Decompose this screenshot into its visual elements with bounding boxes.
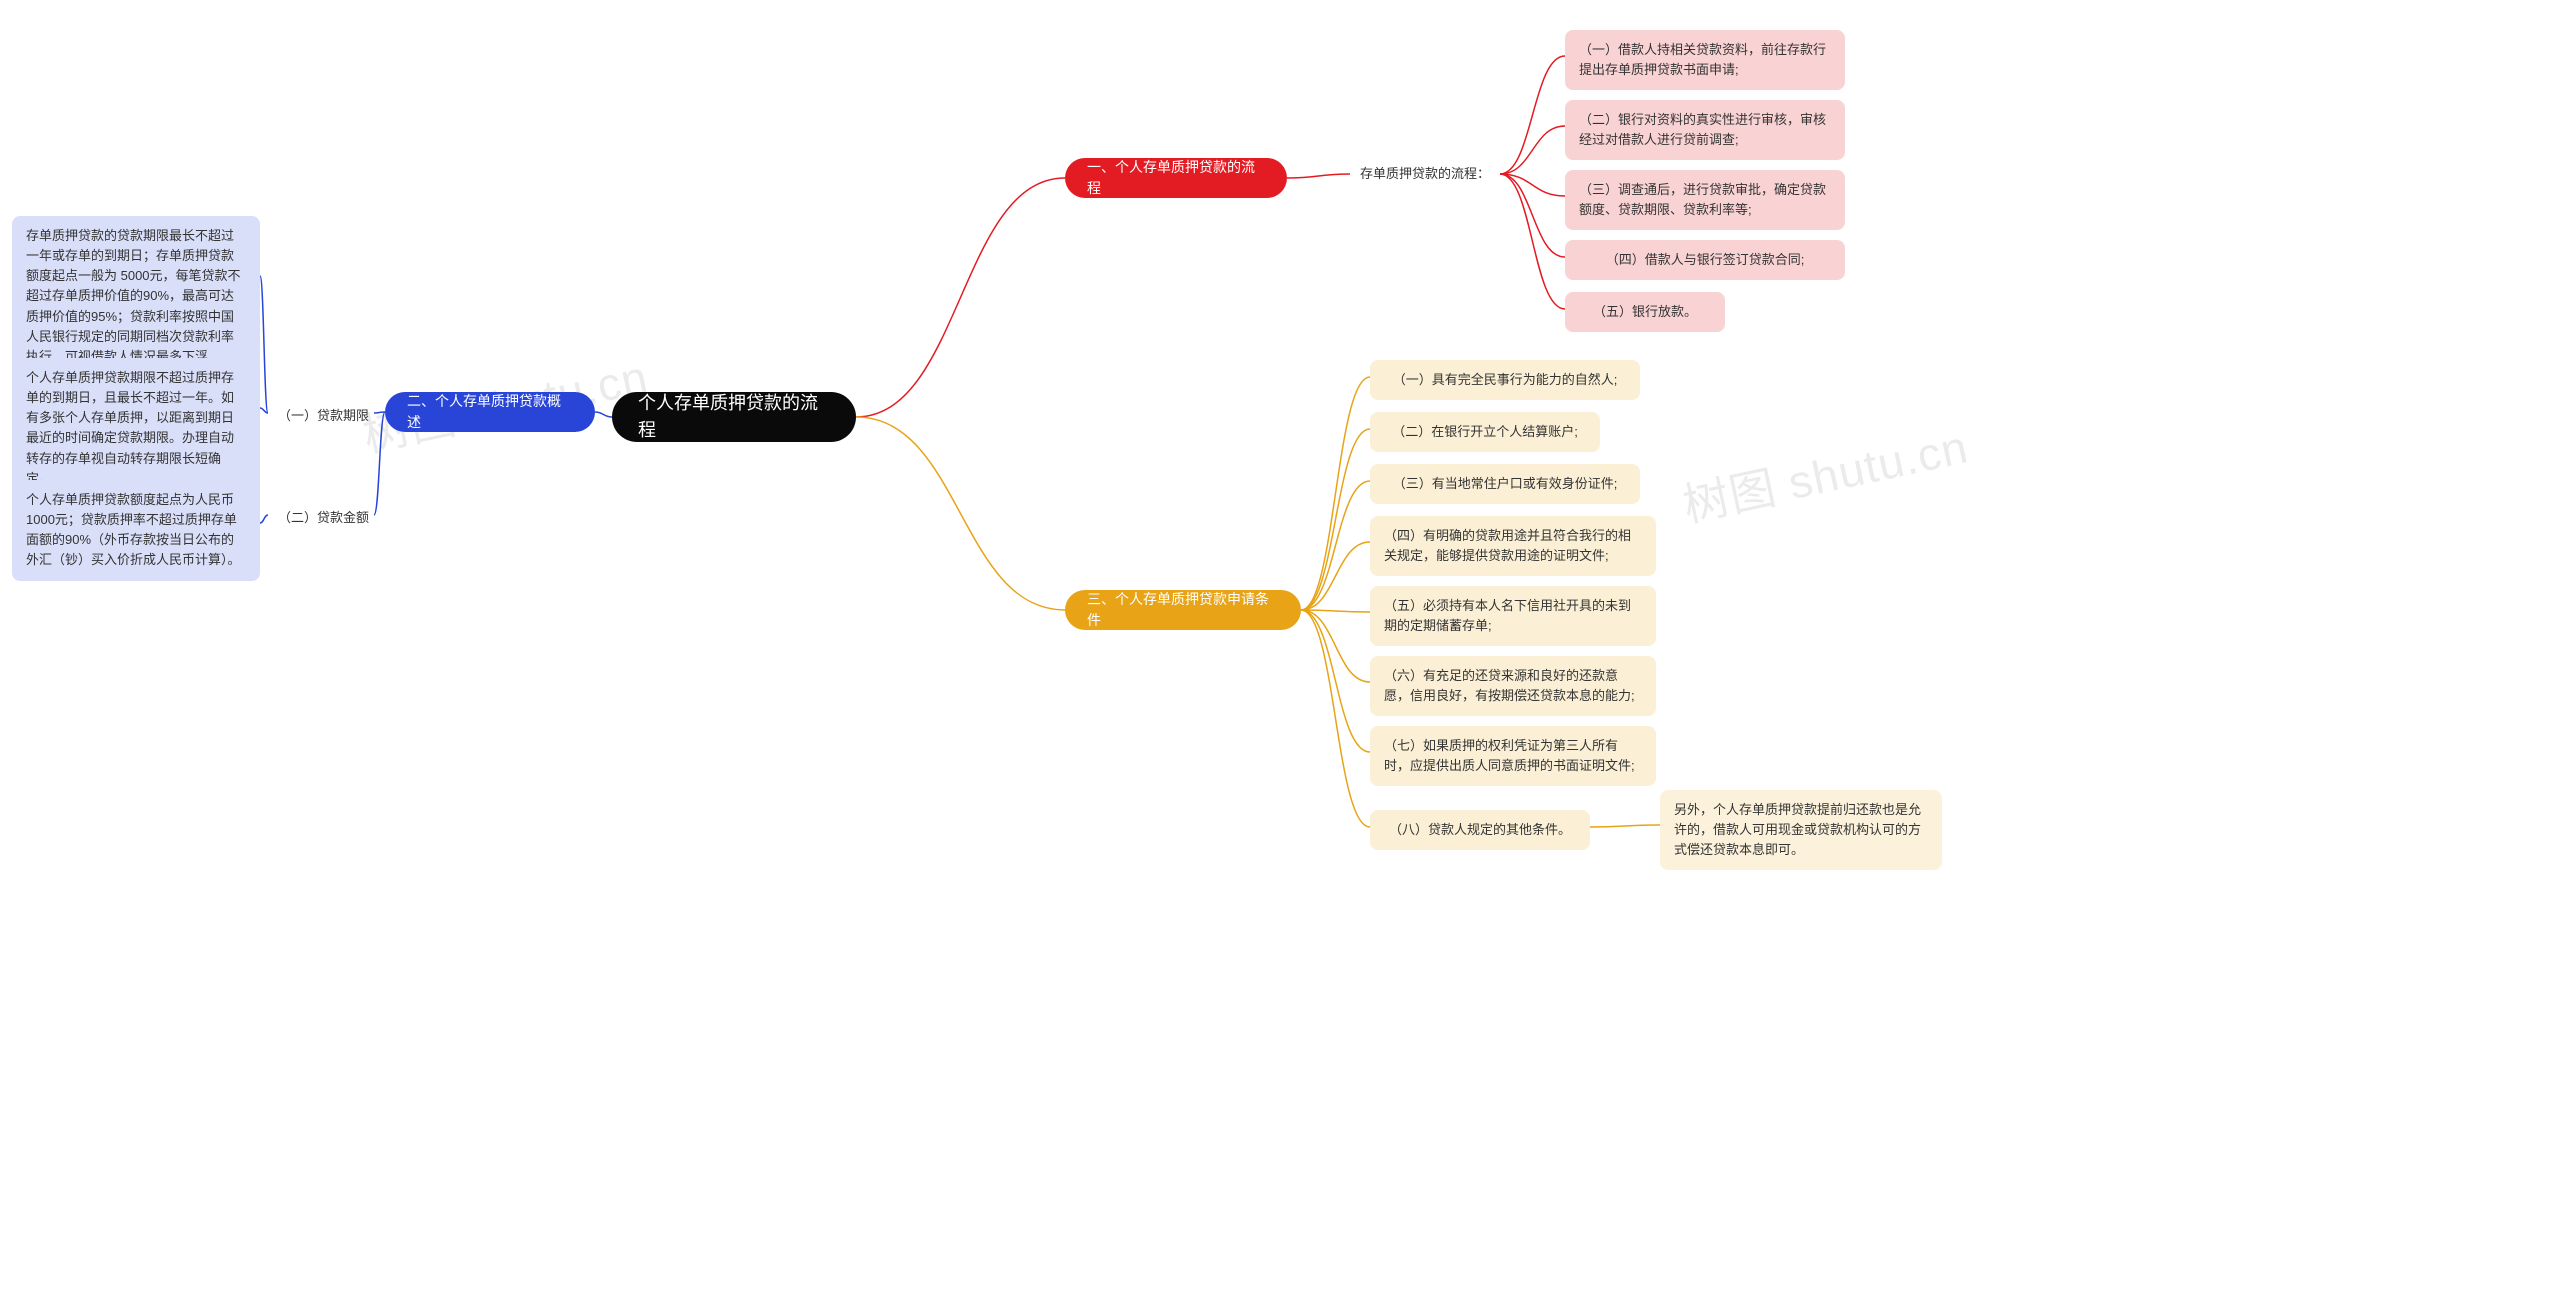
b3-child-2[interactable]: （二）在银行开立个人结算账户;: [1370, 412, 1600, 452]
b3-child-5[interactable]: （五）必须持有本人名下信用社开具的未到期的定期储蓄存单;: [1370, 586, 1656, 646]
branch-3[interactable]: 三、个人存单质押贷款申请条件: [1065, 590, 1301, 630]
b2-leaf-2a[interactable]: 个人存单质押贷款额度起点为人民币1000元；贷款质押率不超过质押存单面额的90%…: [12, 480, 260, 581]
b1-child-1[interactable]: （一）借款人持相关贷款资料，前往存款行提出存单质押贷款书面申请;: [1565, 30, 1845, 90]
b3-child-7[interactable]: （七）如果质押的权利凭证为第三人所有时，应提供出质人同意质押的书面证明文件;: [1370, 726, 1656, 786]
b3-child-4[interactable]: （四）有明确的贷款用途并且符合我行的相关规定，能够提供贷款用途的证明文件;: [1370, 516, 1656, 576]
mindmap-edges: [0, 0, 2560, 1316]
b3-child-8-extra[interactable]: 另外，个人存单质押贷款提前归还款也是允许的，借款人可用现金或贷款机构认可的方式偿…: [1660, 790, 1942, 870]
b3-child-3[interactable]: （三）有当地常住户口或有效身份证件;: [1370, 464, 1640, 504]
b1-child-5[interactable]: （五）银行放款。: [1565, 292, 1725, 332]
b1-child-4[interactable]: （四）借款人与银行签订贷款合同;: [1565, 240, 1845, 280]
b1-child-3[interactable]: （三）调查通后，进行贷款审批，确定贷款额度、贷款期限、贷款利率等;: [1565, 170, 1845, 230]
b1-child-2[interactable]: （二）银行对资料的真实性进行审核，审核经过对借款人进行贷前调查;: [1565, 100, 1845, 160]
branch-1[interactable]: 一、个人存单质押贷款的流程: [1065, 158, 1287, 198]
b3-child-6[interactable]: （六）有充足的还贷来源和良好的还款意愿，信用良好，有按期偿还贷款本息的能力;: [1370, 656, 1656, 716]
b2-leaf-1b[interactable]: 个人存单质押贷款期限不超过质押存单的到期日，且最长不超过一年。如有多张个人存单质…: [12, 358, 260, 499]
b2-sublabel-1: （一）贷款期限: [268, 400, 379, 432]
b3-child-1[interactable]: （一）具有完全民事行为能力的自然人;: [1370, 360, 1640, 400]
b3-child-8[interactable]: （八）贷款人规定的其他条件。: [1370, 810, 1590, 850]
branch-1-sublabel: 存单质押贷款的流程：: [1350, 160, 1500, 188]
mindmap-root[interactable]: 个人存单质押贷款的流程: [612, 392, 856, 442]
watermark-2: 树图 shutu.cn: [1676, 411, 1973, 536]
b2-sublabel-2: （二）贷款金额: [268, 502, 379, 534]
branch-2[interactable]: 二、个人存单质押贷款概述: [385, 392, 595, 432]
